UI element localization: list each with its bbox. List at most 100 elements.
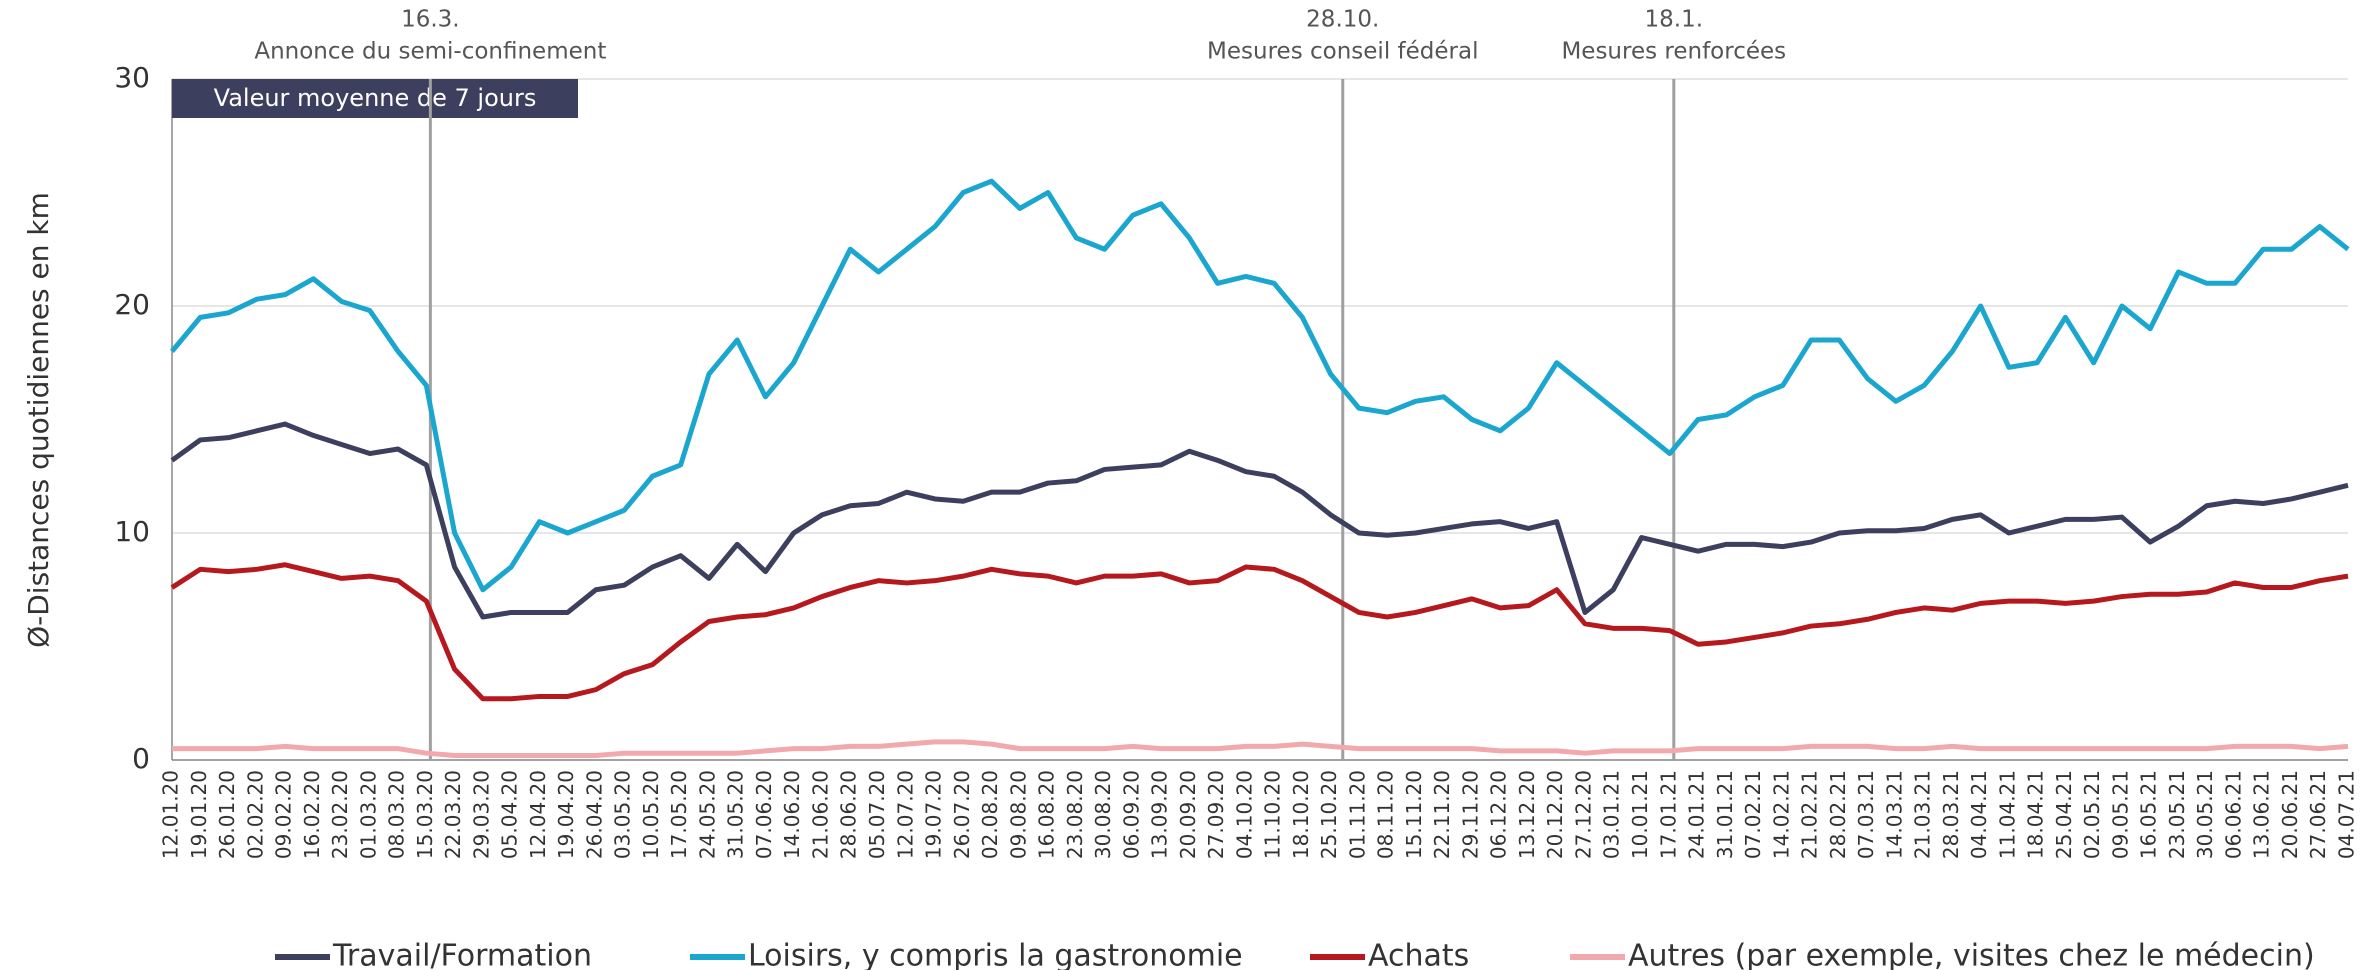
annotation-date: 28.10. xyxy=(1306,7,1379,33)
x-tick-label: 28.06.20 xyxy=(837,770,861,859)
annotation-text: Mesures conseil fédéral xyxy=(1207,39,1478,65)
x-tick-label: 19.01.20 xyxy=(187,770,211,859)
x-tick-label: 12.07.20 xyxy=(893,770,917,859)
x-tick-label: 30.05.21 xyxy=(2193,770,2217,859)
label-box xyxy=(172,79,578,118)
x-tick-label: 29.11.20 xyxy=(1458,770,1482,859)
x-tick-label: 08.11.20 xyxy=(1374,770,1398,859)
x-tick-label: 23.08.20 xyxy=(1063,770,1087,859)
x-tick-label: 04.10.20 xyxy=(1232,770,1256,859)
x-tick-label: 22.03.20 xyxy=(441,770,465,859)
x-tick-label: 16.05.21 xyxy=(2137,770,2161,859)
x-tick-label: 11.04.21 xyxy=(1995,770,2019,859)
legend-label: Achats xyxy=(1368,939,1469,970)
x-tick-label: 12.01.20 xyxy=(159,770,183,859)
x-tick-label: 07.03.21 xyxy=(1854,770,1878,859)
y-tick-label: 0 xyxy=(132,742,150,775)
x-tick-label: 16.02.20 xyxy=(300,770,324,859)
x-tick-label: 04.04.21 xyxy=(1967,770,1991,859)
x-tick-label: 02.08.20 xyxy=(978,770,1002,859)
series-line xyxy=(172,739,2349,758)
x-tick-label: 23.05.21 xyxy=(2165,770,2189,859)
x-tick-label: 07.02.21 xyxy=(1741,770,1765,859)
x-tick-label: 21.03.21 xyxy=(1911,770,1935,859)
x-tick-label: 10.05.20 xyxy=(639,770,663,859)
x-tick-label: 03.05.20 xyxy=(611,770,635,859)
x-tick-label: 22.11.20 xyxy=(1430,770,1454,859)
x-tick-label: 21.06.20 xyxy=(808,770,832,859)
legend-label: Autres (par exemple, visites chez le méd… xyxy=(1628,939,2315,970)
x-tick-label: 05.04.20 xyxy=(498,770,522,859)
y-tick-label: 10 xyxy=(114,515,150,548)
x-tick-label: 01.11.20 xyxy=(1345,770,1369,859)
x-tick-label: 06.06.21 xyxy=(2221,770,2245,859)
x-tick-label: 07.06.20 xyxy=(752,770,776,859)
annotation-date: 16.3. xyxy=(401,7,460,33)
x-tick-label: 09.02.20 xyxy=(272,770,296,859)
legend-label: Travail/Formation xyxy=(332,939,592,970)
x-tick-label: 23.02.20 xyxy=(328,770,352,859)
x-tick-label: 18.10.20 xyxy=(1289,770,1313,859)
x-tick-label: 03.01.21 xyxy=(1600,770,1624,859)
x-tick-label: 15.03.20 xyxy=(413,770,437,859)
x-tick-label: 20.09.20 xyxy=(1176,770,1200,859)
x-tick-label: 26.01.20 xyxy=(215,770,239,859)
x-tick-label: 13.06.21 xyxy=(2250,770,2274,859)
annotation-date: 18.1. xyxy=(1645,7,1704,33)
x-tick-label: 26.04.20 xyxy=(582,770,606,859)
x-tick-label: 17.01.21 xyxy=(1656,770,1680,859)
x-tick-label: 01.03.20 xyxy=(356,770,380,859)
y-tick-label: 20 xyxy=(114,288,150,321)
x-tick-label: 15.11.20 xyxy=(1402,770,1426,859)
x-tick-label: 08.03.20 xyxy=(385,770,409,859)
x-tick-label: 21.02.21 xyxy=(1798,770,1822,859)
x-tick-label: 06.12.20 xyxy=(1487,770,1511,859)
x-tick-label: 13.12.20 xyxy=(1515,770,1539,859)
x-tick-label: 02.05.21 xyxy=(2080,770,2104,859)
x-tick-label: 19.04.20 xyxy=(554,770,578,859)
y-tick-label: 30 xyxy=(114,61,150,94)
series-line xyxy=(170,178,2350,593)
x-tick-label: 05.07.20 xyxy=(865,770,889,859)
x-tick-label: 09.05.21 xyxy=(2108,770,2132,859)
x-tick-label: 28.03.21 xyxy=(1939,770,1963,859)
x-tick-label: 09.08.20 xyxy=(1006,770,1030,859)
series-line xyxy=(170,421,2349,620)
x-tick-label: 12.04.20 xyxy=(526,770,550,859)
x-tick-label: 13.09.20 xyxy=(1148,770,1172,859)
legend-label: Loisirs, y compris la gastronomie xyxy=(748,939,1243,970)
x-tick-label: 27.06.21 xyxy=(2306,770,2330,859)
x-tick-label: 04.07.21 xyxy=(2335,770,2359,859)
x-tick-label: 27.09.20 xyxy=(1204,770,1228,859)
x-tick-label: 29.03.20 xyxy=(469,770,493,859)
x-tick-label: 10.01.21 xyxy=(1628,770,1652,859)
x-tick-label: 18.04.21 xyxy=(2024,770,2048,859)
x-tick-label: 11.10.20 xyxy=(1261,770,1285,859)
x-tick-label: 24.01.21 xyxy=(1685,770,1709,859)
x-tick-label: 19.07.20 xyxy=(922,770,946,859)
label-box-text: Valeur moyenne de 7 jours xyxy=(214,84,537,112)
x-tick-label: 31.05.20 xyxy=(724,770,748,859)
x-tick-label: 28.02.21 xyxy=(1826,770,1850,859)
x-tick-label: 25.10.20 xyxy=(1317,770,1341,859)
x-tick-label: 26.07.20 xyxy=(950,770,974,859)
x-tick-label: 25.04.21 xyxy=(2052,770,2076,859)
x-tick-label: 24.05.20 xyxy=(695,770,719,859)
x-tick-label: 16.08.20 xyxy=(1035,770,1059,859)
x-tick-label: 17.05.20 xyxy=(667,770,691,859)
x-tick-label: 14.02.21 xyxy=(1769,770,1793,859)
annotation-text: Mesures renforcées xyxy=(1561,39,1786,65)
x-tick-label: 14.06.20 xyxy=(780,770,804,859)
x-tick-label: 20.12.20 xyxy=(1543,770,1567,859)
x-tick-label: 30.08.20 xyxy=(1091,770,1115,859)
x-tick-label: 27.12.20 xyxy=(1571,770,1595,859)
x-tick-label: 06.09.20 xyxy=(1119,770,1143,859)
x-tick-label: 31.01.21 xyxy=(1713,770,1737,859)
x-tick-label: 14.03.21 xyxy=(1882,770,1906,859)
annotation-text: Annonce du semi-confinement xyxy=(254,39,606,65)
series-line xyxy=(170,562,2349,702)
y-axis-label: Ø-Distances quotidiennes en km xyxy=(22,192,55,648)
x-tick-label: 20.06.21 xyxy=(2278,770,2302,859)
x-tick-label: 02.02.20 xyxy=(243,770,267,859)
